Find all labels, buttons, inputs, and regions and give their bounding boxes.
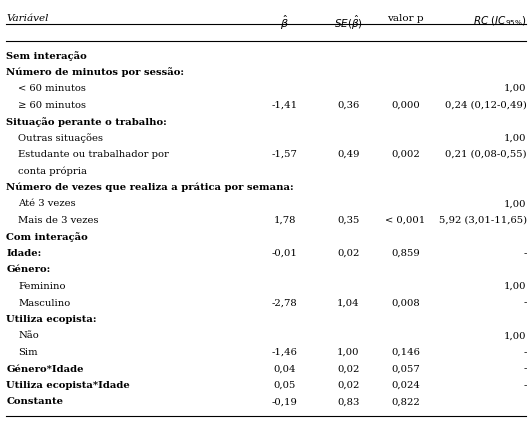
Text: Com interação: Com interação <box>6 233 88 243</box>
Text: -: - <box>523 249 527 258</box>
Text: conta própria: conta própria <box>18 167 87 176</box>
Text: Género:: Género: <box>6 266 51 274</box>
Text: valor p: valor p <box>387 14 423 23</box>
Text: ≥ 60 minutos: ≥ 60 minutos <box>18 101 86 109</box>
Text: 0,05: 0,05 <box>273 381 296 390</box>
Text: < 0,001: < 0,001 <box>385 216 426 225</box>
Text: 1,00: 1,00 <box>504 84 527 93</box>
Text: 1,00: 1,00 <box>504 134 527 142</box>
Text: 0,02: 0,02 <box>337 381 360 390</box>
Text: Masculino: Masculino <box>18 299 70 308</box>
Text: Outras situações: Outras situações <box>18 134 103 143</box>
Text: Número de minutos por sessão:: Número de minutos por sessão: <box>6 68 185 77</box>
Text: 1,00: 1,00 <box>337 348 360 357</box>
Text: 0,822: 0,822 <box>391 398 420 407</box>
Text: 1,00: 1,00 <box>504 332 527 341</box>
Text: 0,02: 0,02 <box>337 365 360 374</box>
Text: Utiliza ecopista*Idade: Utiliza ecopista*Idade <box>6 381 130 390</box>
Text: 0,49: 0,49 <box>337 150 360 159</box>
Text: 5,92 (3,01-11,65): 5,92 (3,01-11,65) <box>438 216 527 225</box>
Text: Número de vezes que realiza a prática por semana:: Número de vezes que realiza a prática po… <box>6 183 294 193</box>
Text: 1,78: 1,78 <box>273 216 296 225</box>
Text: Sim: Sim <box>18 348 38 357</box>
Text: Sem interação: Sem interação <box>6 51 87 61</box>
Text: -0,19: -0,19 <box>272 398 297 407</box>
Text: Situação perante o trabalho:: Situação perante o trabalho: <box>6 117 167 127</box>
Text: -: - <box>523 381 527 390</box>
Text: 1,00: 1,00 <box>504 282 527 291</box>
Text: 0,057: 0,057 <box>391 365 420 374</box>
Text: 0,35: 0,35 <box>337 216 360 225</box>
Text: $SE(\hat{\beta})$: $SE(\hat{\beta})$ <box>334 14 363 32</box>
Text: $RC$ $(IC_{95\%})$: $RC$ $(IC_{95\%})$ <box>473 14 527 28</box>
Text: -1,57: -1,57 <box>272 150 297 159</box>
Text: 0,02: 0,02 <box>337 249 360 258</box>
Text: -: - <box>523 348 527 357</box>
Text: -: - <box>523 365 527 374</box>
Text: 0,002: 0,002 <box>391 150 420 159</box>
Text: Constante: Constante <box>6 398 63 407</box>
Text: 0,146: 0,146 <box>391 348 420 357</box>
Text: 0,008: 0,008 <box>391 299 420 308</box>
Text: -: - <box>523 299 527 308</box>
Text: Utiliza ecopista:: Utiliza ecopista: <box>6 315 97 324</box>
Text: 1,04: 1,04 <box>337 299 360 308</box>
Text: 0,21 (0,08-0,55): 0,21 (0,08-0,55) <box>445 150 527 159</box>
Text: 0,24 (0,12-0,49): 0,24 (0,12-0,49) <box>445 101 527 109</box>
Text: Até 3 vezes: Até 3 vezes <box>18 200 76 208</box>
Text: Estudante ou trabalhador por: Estudante ou trabalhador por <box>18 150 169 159</box>
Text: -2,78: -2,78 <box>272 299 297 308</box>
Text: 0,04: 0,04 <box>273 365 296 374</box>
Text: 0,83: 0,83 <box>337 398 360 407</box>
Text: 0,000: 0,000 <box>391 101 420 109</box>
Text: Idade:: Idade: <box>6 249 41 258</box>
Text: 0,024: 0,024 <box>391 381 420 390</box>
Text: Variável: Variável <box>6 14 49 23</box>
Text: -1,46: -1,46 <box>272 348 297 357</box>
Text: Género*Idade: Género*Idade <box>6 365 84 374</box>
Text: < 60 minutos: < 60 minutos <box>18 84 86 93</box>
Text: 0,859: 0,859 <box>391 249 420 258</box>
Text: Não: Não <box>18 332 39 341</box>
Text: Mais de 3 vezes: Mais de 3 vezes <box>18 216 98 225</box>
Text: 0,36: 0,36 <box>337 101 360 109</box>
Text: Feminino: Feminino <box>18 282 65 291</box>
Text: $\hat{\beta}$: $\hat{\beta}$ <box>280 14 289 33</box>
Text: -0,01: -0,01 <box>272 249 297 258</box>
Text: -1,41: -1,41 <box>271 101 298 109</box>
Text: 1,00: 1,00 <box>504 200 527 208</box>
